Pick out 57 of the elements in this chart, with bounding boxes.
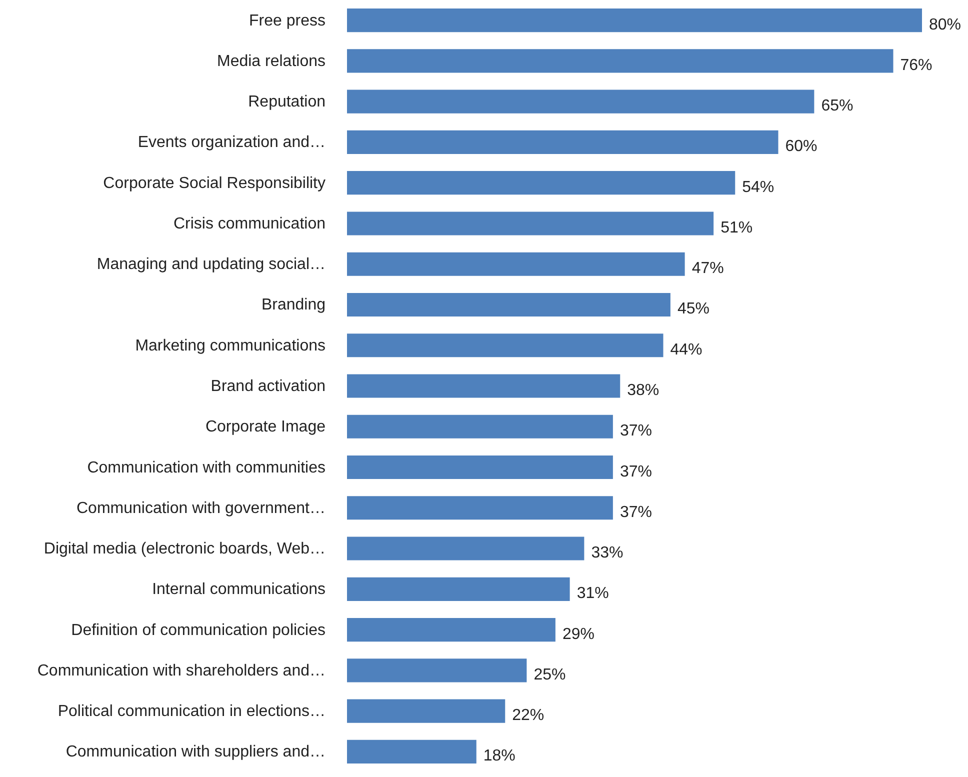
data-label: 76%: [900, 56, 932, 74]
bar: [347, 740, 476, 764]
y-tick-label: Managing and updating social…: [96, 256, 326, 274]
bar: [347, 618, 556, 642]
y-tick-label: Reputation: [248, 94, 326, 111]
bar: [347, 536, 584, 560]
y-tick-label: Communication with shareholders and…: [37, 662, 326, 680]
data-label: 25%: [534, 666, 566, 684]
bar: [347, 292, 670, 317]
data-label: 37%: [620, 463, 652, 480]
bar: [347, 90, 814, 114]
bar: [347, 658, 527, 682]
data-label: 31%: [576, 585, 609, 602]
bar: [347, 252, 685, 276]
data-label: 80%: [929, 16, 962, 34]
bar: [347, 374, 620, 398]
data-label: 37%: [620, 422, 652, 440]
data-label: 38%: [627, 382, 660, 399]
data-label: 65%: [821, 98, 854, 115]
bar: [347, 577, 570, 601]
y-tick-label: Digital media (electronic boards, Web…: [44, 540, 326, 558]
bar: [347, 496, 613, 520]
data-label: 51%: [720, 219, 753, 236]
data-label: 18%: [483, 748, 516, 765]
bar: [347, 49, 894, 73]
y-tick-label: Communication with suppliers and…: [66, 744, 326, 761]
y-tick-label: Definition of communication policies: [71, 622, 326, 639]
y-tick-label: Free press: [249, 12, 326, 30]
bar: [347, 212, 714, 236]
y-tick-label: Media relations: [217, 52, 326, 70]
y-tick-label: Brand activation: [210, 378, 326, 395]
data-label: 33%: [591, 544, 624, 562]
y-tick-label: Communication with communities: [87, 459, 326, 476]
y-tick-label: Crisis communication: [173, 215, 326, 232]
y-tick-label: Political communication in elections…: [58, 703, 326, 720]
data-label: 29%: [562, 626, 594, 643]
y-tick-label: Internal communications: [152, 581, 326, 598]
bar: [347, 130, 778, 154]
data-label: 22%: [512, 707, 544, 724]
bar: [347, 699, 506, 723]
data-label: 37%: [620, 504, 652, 521]
y-tick-label: Corporate Social Responsibility: [103, 174, 326, 192]
bar: [347, 171, 736, 195]
y-tick-label: Branding: [261, 296, 326, 314]
bar: [347, 334, 664, 358]
data-label: 44%: [670, 341, 702, 358]
bar: [347, 414, 613, 438]
y-tick-label: Communication with government…: [76, 500, 326, 517]
y-tick-label: Corporate Image: [205, 418, 326, 436]
data-label: 54%: [742, 178, 774, 196]
data-label: 47%: [692, 260, 724, 278]
y-tick-label: Events organization and…: [138, 134, 326, 152]
data-label: 45%: [677, 300, 710, 318]
y-tick-label: Marketing communications: [135, 337, 326, 354]
bar: [347, 455, 613, 480]
bar: [347, 8, 922, 32]
data-label: 60%: [785, 138, 818, 156]
